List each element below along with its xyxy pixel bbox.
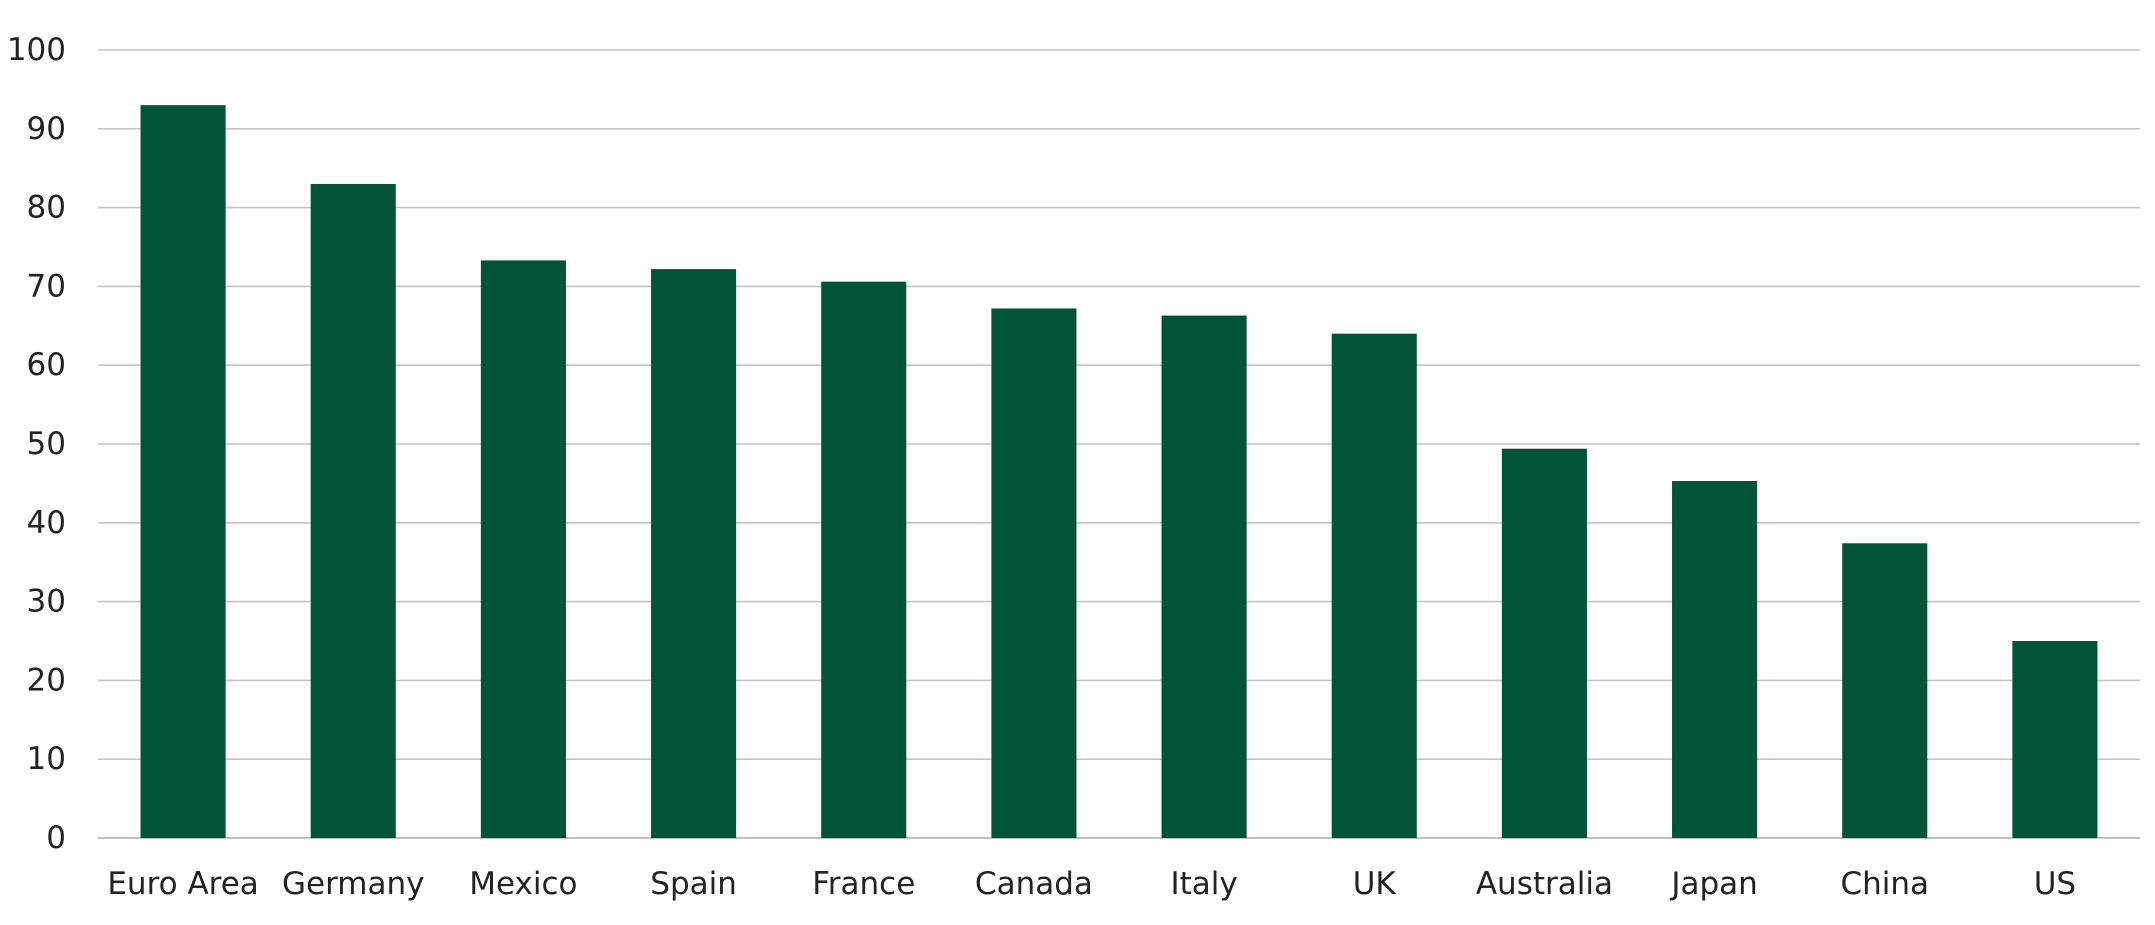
- bar-france: [821, 281, 907, 838]
- bar-italy: [1161, 315, 1247, 838]
- y-tick-label: 100: [7, 32, 66, 68]
- bar-spain: [651, 269, 737, 839]
- x-tick-label: Italy: [1170, 866, 1237, 902]
- x-tick-label: Germany: [282, 866, 424, 902]
- x-tick-label: Canada: [975, 866, 1093, 902]
- y-tick-label: 60: [27, 347, 66, 383]
- y-tick-label: 90: [27, 111, 66, 147]
- bar-canada: [991, 308, 1077, 838]
- y-tick-label: 20: [27, 662, 66, 698]
- bar-japan: [1672, 481, 1758, 838]
- x-tick-label: Euro Area: [107, 866, 258, 902]
- x-axis-tick-labels: Euro Area Germany Mexico Spain France Canada I…: [107, 866, 2076, 902]
- y-tick-label: 10: [27, 741, 66, 777]
- x-tick-label: Australia: [1476, 866, 1613, 902]
- x-tick-label: Japan: [1669, 866, 1757, 902]
- bar-china: [1842, 543, 1928, 838]
- gridlines: [98, 49, 2140, 839]
- bar-us: [2012, 641, 2098, 838]
- bar-mexico: [480, 260, 566, 838]
- y-tick-label: 40: [27, 505, 66, 541]
- bar-uk: [1331, 333, 1417, 838]
- y-axis-tick-labels: 0 10 20 30 40 50 60 70 80 90 100: [7, 32, 66, 856]
- bar-australia: [1501, 448, 1587, 838]
- bars: [140, 105, 2098, 839]
- x-tick-label: Mexico: [469, 866, 577, 902]
- bar-germany: [310, 183, 396, 838]
- x-tick-label: China: [1840, 866, 1929, 902]
- x-tick-label: US: [2034, 866, 2076, 902]
- y-tick-label: 0: [46, 820, 66, 856]
- bar-euro-area: [140, 105, 226, 838]
- y-tick-label: 30: [27, 584, 66, 620]
- x-tick-label: UK: [1353, 866, 1397, 902]
- y-tick-label: 70: [27, 268, 66, 304]
- y-tick-label: 50: [27, 426, 66, 462]
- x-tick-label: Spain: [650, 866, 737, 902]
- y-tick-label: 80: [27, 190, 66, 226]
- x-tick-label: France: [812, 866, 915, 902]
